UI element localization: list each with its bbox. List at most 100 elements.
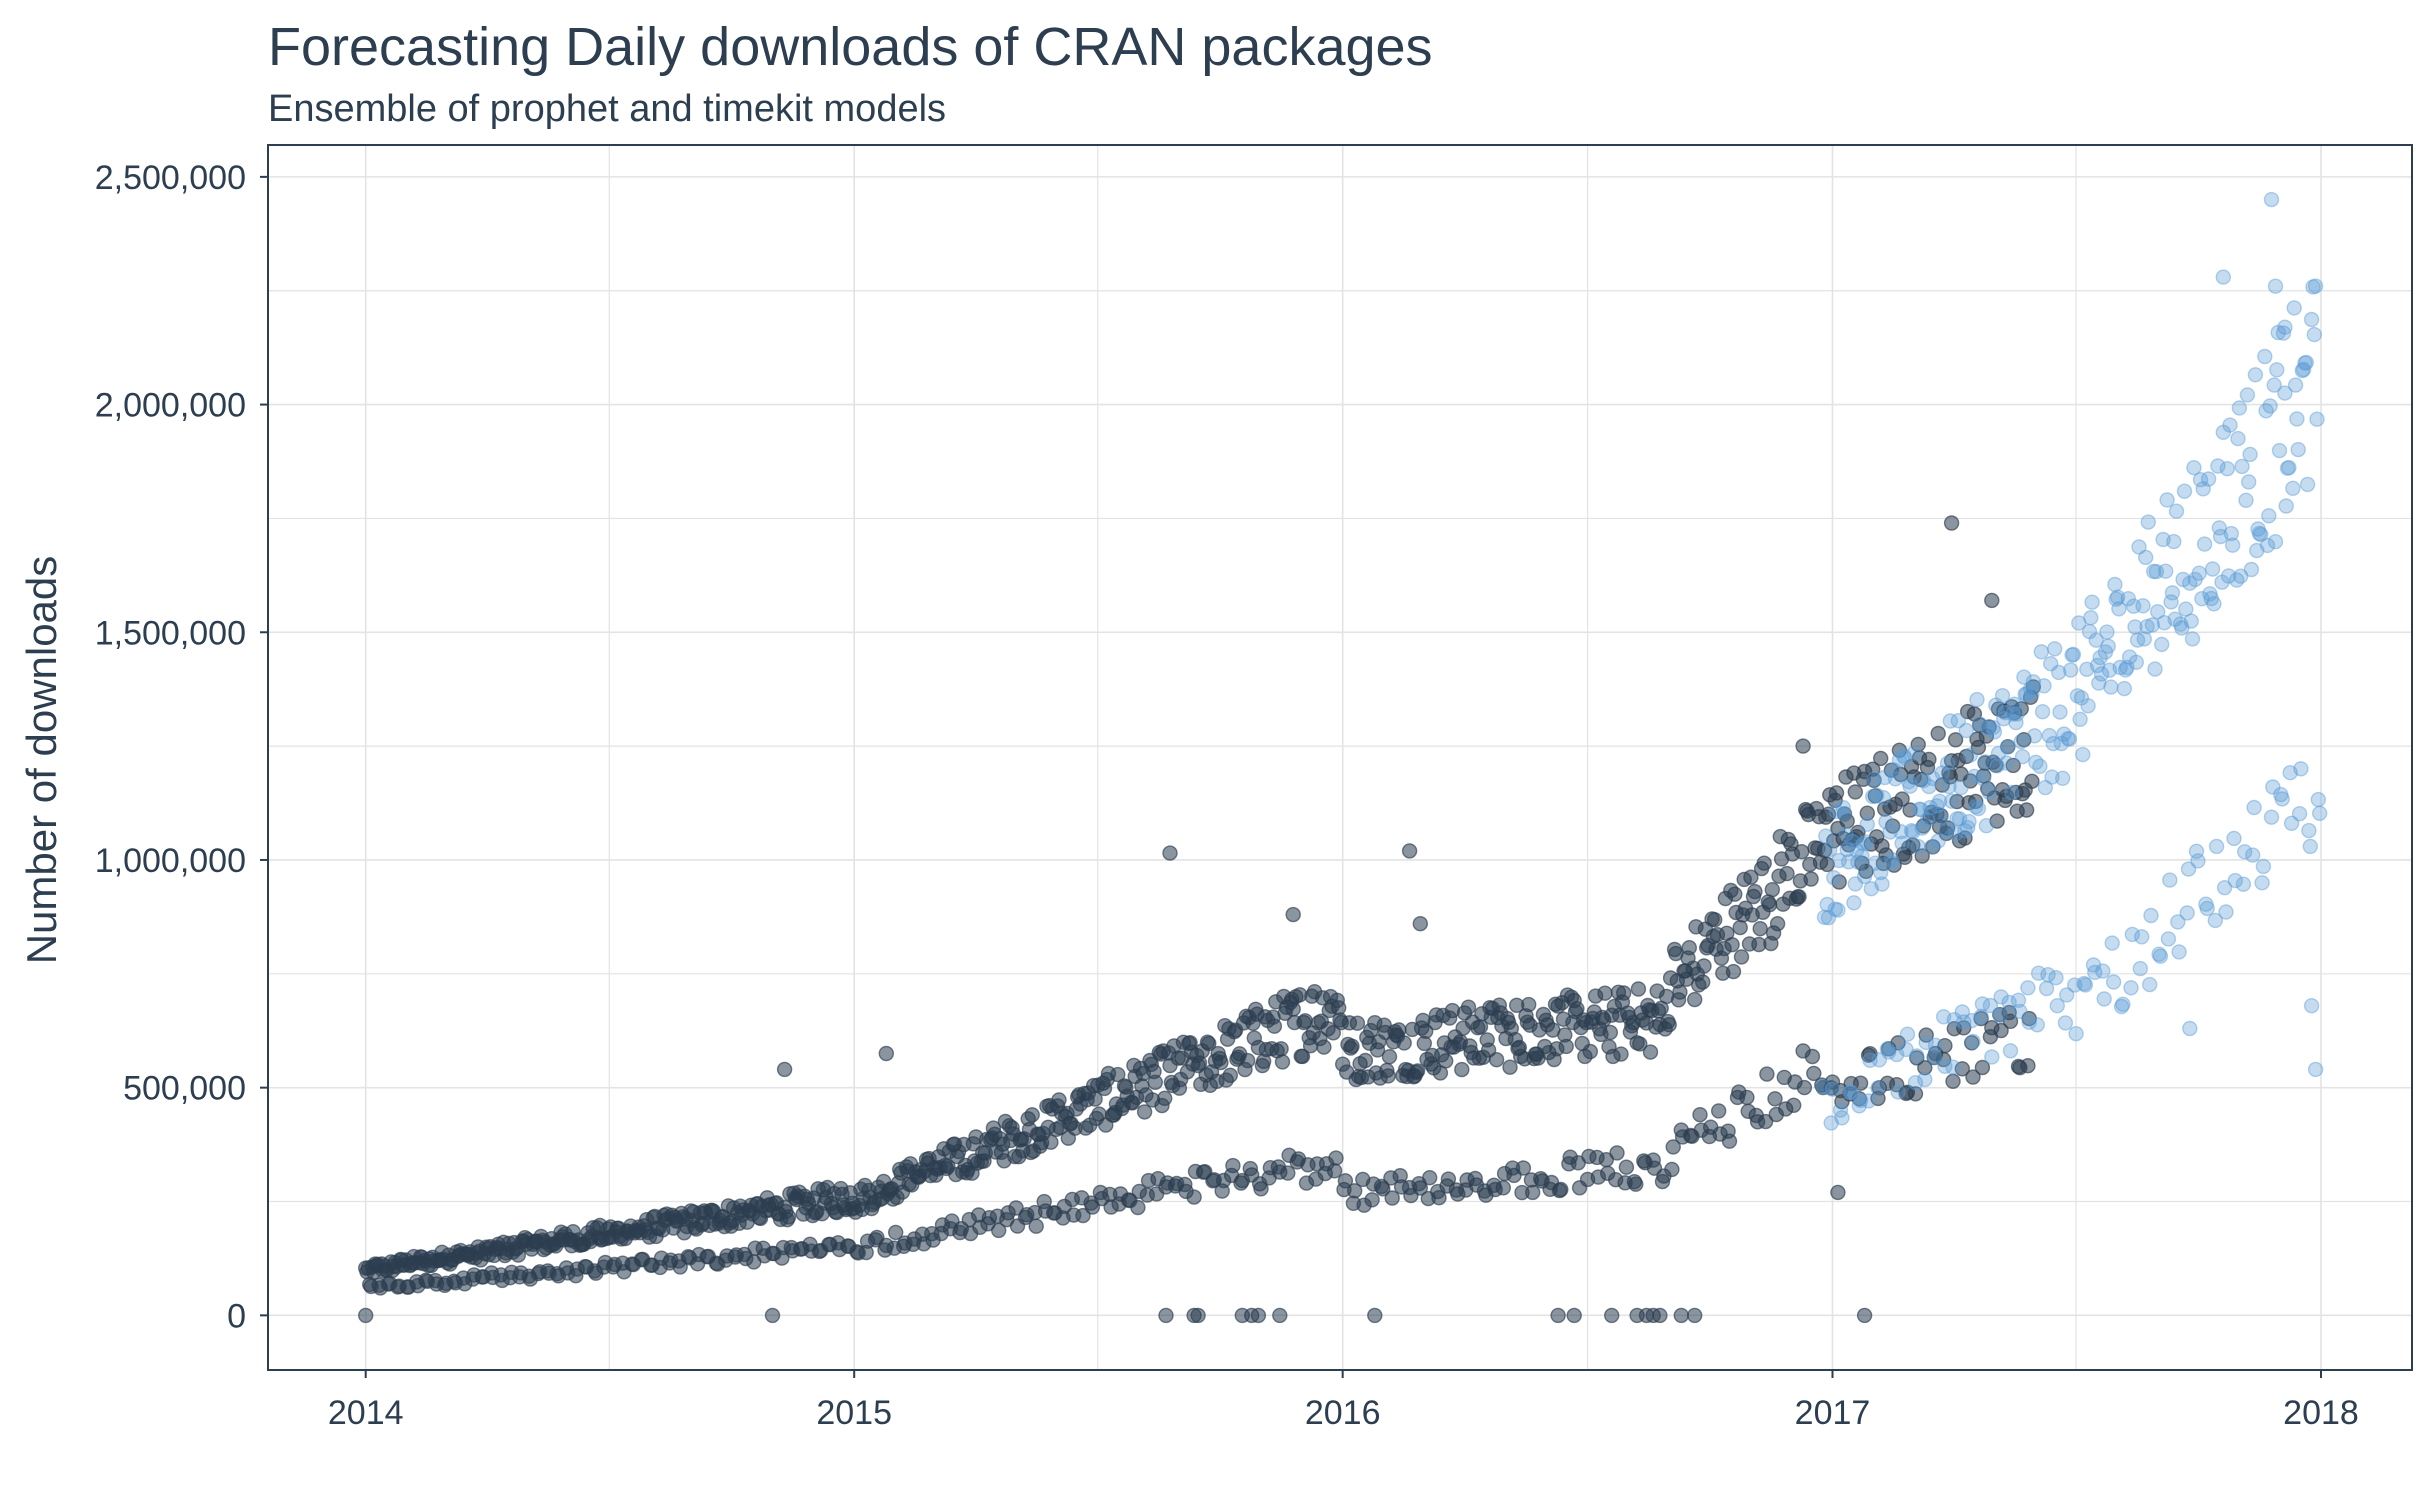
- actual-point: [1437, 1053, 1454, 1069]
- forecast-point: [2254, 875, 2270, 891]
- forecast-point: [1839, 841, 1855, 858]
- forecast-point: [2149, 604, 2166, 620]
- forecast-point: [2265, 779, 2281, 795]
- forecast-point: [1938, 822, 1955, 839]
- forecast-point: [2046, 641, 2063, 657]
- forecast-point: [1850, 854, 1866, 870]
- forecast-point: [2274, 791, 2290, 807]
- forecast-point: [2295, 361, 2312, 378]
- actual-point: [1909, 1050, 1925, 1066]
- actual-point: [780, 1209, 797, 1225]
- forecast-point: [1893, 824, 1909, 840]
- forecast-point: [1922, 799, 1938, 816]
- forecast-point: [2145, 563, 2162, 580]
- forecast-point: [2211, 520, 2228, 536]
- actual-point: [1858, 863, 1874, 879]
- actual-point: [2021, 1010, 2037, 1027]
- actual-point: [1779, 865, 1795, 882]
- actual-point: [1664, 1161, 1680, 1178]
- forecast-point: [2309, 411, 2325, 427]
- forecast-point: [1830, 902, 1846, 918]
- chart-title: Forecasting Daily downloads of CRAN pack…: [268, 17, 1433, 77]
- actual-point: [1761, 897, 1778, 913]
- forecast-point: [1899, 1026, 1916, 1042]
- forecast-point: [1971, 716, 1988, 732]
- forecast-point: [1890, 1084, 1906, 1100]
- actual-point: [1967, 793, 1984, 810]
- forecast-point: [1986, 724, 2003, 740]
- forecast-point: [2186, 460, 2202, 476]
- forecast-point: [1959, 820, 1976, 836]
- actual-point: [1894, 791, 1910, 807]
- actual-point: [1820, 806, 1837, 822]
- actual-point: [1043, 1134, 1059, 1150]
- forecast-point: [2176, 483, 2193, 499]
- forecast-point: [1901, 774, 1917, 790]
- actual-point: [1272, 1307, 1288, 1324]
- forecast-point: [2214, 574, 2230, 590]
- actual-point: [1732, 919, 1748, 936]
- forecast-point: [1874, 876, 1890, 892]
- actual-point: [1250, 1307, 1267, 1324]
- forecast-point: [2060, 730, 2076, 747]
- forecast-point: [2212, 528, 2229, 545]
- actual-point: [1866, 772, 1882, 788]
- actual-point: [1495, 1180, 1512, 1196]
- forecast-point: [1828, 803, 1845, 820]
- forecast-point: [1906, 745, 1922, 761]
- forecast-point: [2230, 430, 2246, 447]
- actual-point: [1962, 773, 1979, 789]
- forecast-point: [2117, 662, 2134, 678]
- forecast-point: [2120, 591, 2137, 607]
- forecast-point: [2232, 568, 2249, 584]
- actual-point: [1862, 1045, 1878, 1062]
- actual-point: [1672, 984, 1688, 1000]
- forecast-point: [1886, 762, 1902, 778]
- actual-point: [510, 1247, 526, 1263]
- forecast-point: [2132, 960, 2149, 977]
- forecast-point: [2170, 914, 2186, 930]
- actual-point: [1945, 1073, 1961, 1090]
- actual-point: [1642, 1044, 1659, 1060]
- y-axis-label: Number of downloads: [18, 556, 65, 965]
- forecast-point: [1945, 1059, 1961, 1075]
- actual-point: [1515, 1160, 1532, 1176]
- forecast-point: [2294, 362, 2311, 379]
- forecast-point: [2013, 733, 2029, 750]
- actual-point: [2013, 701, 2029, 717]
- forecast-point: [2160, 931, 2177, 947]
- forecast-point: [2065, 646, 2082, 663]
- y-tick-label: 1,000,000: [95, 842, 246, 880]
- forecast-point: [2093, 666, 2110, 682]
- actual-point: [1937, 1037, 1953, 1054]
- actual-point: [2005, 757, 2021, 774]
- forecast-point: [2159, 492, 2175, 508]
- forecast-point: [2242, 446, 2258, 463]
- actual-point: [1421, 1169, 1438, 1186]
- actual-point: [1615, 985, 1632, 1001]
- forecast-point: [2107, 576, 2123, 593]
- actual-point: [1769, 916, 1786, 932]
- forecast-point: [2157, 563, 2174, 579]
- actual-point: [1357, 1052, 1374, 1069]
- forecast-point: [2036, 678, 2052, 694]
- forecast-point: [1832, 1102, 1849, 1118]
- forecast-point: [1880, 1044, 1897, 1060]
- forecast-point: [2258, 403, 2274, 419]
- actual-point: [1793, 844, 1810, 860]
- actual-point: [1954, 1061, 1971, 1077]
- actual-point: [1747, 883, 1763, 900]
- forecast-point: [1984, 1049, 2000, 1065]
- actual-point: [1297, 1013, 1313, 1029]
- forecast-point: [1842, 1084, 1858, 1101]
- forecast-point: [1966, 768, 1983, 785]
- forecast-point: [2307, 278, 2324, 294]
- forecast-point: [2111, 601, 2127, 617]
- forecast-point: [1907, 1074, 1924, 1091]
- actual-point: [1988, 757, 2004, 773]
- forecast-point: [2104, 935, 2120, 951]
- actual-point: [1886, 857, 1902, 873]
- forecast-point: [2172, 616, 2189, 632]
- forecast-point: [2250, 521, 2266, 537]
